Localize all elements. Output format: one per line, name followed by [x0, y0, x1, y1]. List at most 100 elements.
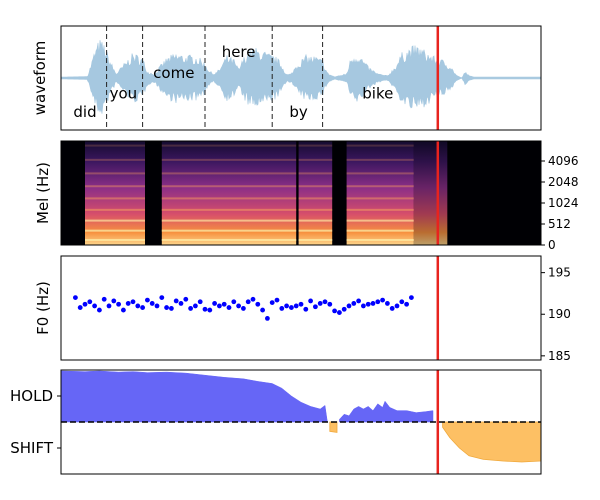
- mel-ytick-label-4: 4096: [548, 154, 579, 168]
- waveform-area: [61, 40, 541, 114]
- mel-harmonic-1-7: [85, 172, 145, 175]
- f0-point-48: [298, 301, 304, 307]
- f0-point-14: [135, 303, 141, 309]
- f0-point-58: [346, 303, 352, 309]
- turn-panel: HOLD SHIFT: [10, 369, 542, 475]
- mel-harmonic-2-4: [161, 208, 297, 211]
- f0-ytick-label-190: 190: [548, 307, 571, 321]
- mel-harmonic-3-6: [298, 185, 333, 188]
- hold-area-2: [339, 400, 434, 423]
- f0-point-28: [202, 306, 208, 312]
- word-label-6: bike: [362, 85, 393, 103]
- f0-point-32: [221, 301, 227, 307]
- mel-voiced-region-4: [346, 141, 397, 245]
- mel-harmonic-1-5: [85, 197, 145, 200]
- mel-voiced-region-2: [161, 141, 297, 245]
- f0-point-45: [284, 303, 289, 309]
- mel-ytick-label-1: 512: [548, 217, 571, 231]
- f0-point-37: [245, 299, 251, 305]
- turn-yticks: HOLD SHIFT: [10, 387, 61, 457]
- f0-point-3: [82, 301, 88, 307]
- f0-point-11: [121, 307, 126, 313]
- f0-point-41: [265, 316, 270, 321]
- mel-harmonic-3-9: [298, 144, 333, 147]
- mel-harmonic-3-8: [298, 158, 333, 161]
- mel-harmonic-5-8: [397, 158, 414, 161]
- f0-point-61: [361, 303, 366, 309]
- mel-harmonic-3-5: [298, 197, 333, 200]
- mel-harmonic-3-7: [298, 172, 333, 175]
- f0-point-51: [313, 304, 318, 310]
- f0-point-67: [389, 306, 395, 311]
- mel-voiced-region-5: [397, 141, 414, 245]
- f0-point-44: [279, 306, 285, 311]
- f0-point-18: [154, 303, 160, 309]
- f0-point-69: [399, 299, 405, 305]
- word-label-2: you: [110, 85, 138, 103]
- f0-point-55: [332, 308, 337, 314]
- f0-point-25: [188, 306, 194, 311]
- mel-ylabel: Mel (Hz): [34, 162, 52, 224]
- f0-point-23: [178, 301, 184, 306]
- f0-point-43: [274, 297, 280, 303]
- f0-point-5: [92, 303, 97, 309]
- f0-point-16: [145, 297, 150, 303]
- waveform-ylabel: waveform: [31, 41, 49, 116]
- f0-point-10: [116, 301, 121, 307]
- f0-point-4: [87, 299, 93, 305]
- f0-point-34: [231, 299, 237, 305]
- turn-ytick-label-shift: SHIFT: [10, 439, 54, 457]
- f0-point-53: [322, 299, 328, 305]
- f0-point-19: [159, 295, 165, 300]
- f0-point-12: [125, 301, 131, 306]
- mel-harmonic-3-4: [298, 208, 333, 211]
- f0-point-9: [111, 298, 117, 304]
- f0-point-42: [269, 300, 275, 305]
- mel-harmonic-2-5: [161, 197, 297, 200]
- f0-point-13: [130, 299, 136, 305]
- mel-harmonic-2-8: [161, 158, 297, 161]
- mel-silence: [447, 141, 541, 245]
- f0-ytick-label-185: 185: [548, 349, 571, 363]
- f0-point-27: [197, 299, 203, 305]
- mel-harmonic-1-2: [85, 229, 145, 232]
- f0-point-21: [169, 306, 174, 311]
- mel-harmonic-1-4: [85, 208, 145, 211]
- mel-harmonic-1-3: [85, 219, 145, 222]
- mel-harmonic-4-2: [346, 229, 397, 232]
- turn-frame: [60, 369, 542, 475]
- word-label-5: by: [289, 103, 308, 121]
- mel-frame: [60, 140, 542, 246]
- f0-frame: [60, 255, 542, 361]
- mel-yticks: 0 512 1024 2048 4096: [541, 154, 579, 252]
- mel-harmonic-4-3: [346, 219, 397, 222]
- mel-panel: Mel (Hz) 0 512 1024 2048 4096: [34, 140, 579, 252]
- word-label-3: come: [153, 64, 194, 82]
- f0-point-39: [255, 301, 261, 307]
- f0-point-70: [404, 301, 409, 307]
- f0-point-64: [375, 299, 381, 305]
- f0-point-60: [356, 298, 361, 304]
- mel-harmonic-2-9: [161, 144, 297, 147]
- f0-point-1: [73, 295, 78, 300]
- f0-yticks: 185 190 195: [541, 266, 571, 363]
- f0-point-31: [217, 303, 222, 309]
- f0-point-6: [97, 307, 102, 313]
- mel-harmonic-3-3: [298, 219, 333, 222]
- turn-areas: [61, 370, 541, 474]
- f0-point-49: [303, 306, 309, 312]
- hold-area-1: [61, 370, 328, 423]
- word-label-4: here: [222, 43, 256, 61]
- mel-harmonic-4-8: [346, 158, 397, 161]
- turn-ytick-label-hold: HOLD: [10, 387, 53, 405]
- f0-point-66: [385, 301, 390, 306]
- f0-point-2: [77, 305, 83, 310]
- mel-harmonic-3-1: [298, 239, 333, 241]
- mel-harmonic-1-6: [85, 185, 145, 188]
- mel-voiced-region-3: [298, 141, 333, 245]
- f0-point-38: [250, 296, 256, 302]
- shift-area-2: [442, 421, 541, 463]
- f0-points: [73, 256, 440, 360]
